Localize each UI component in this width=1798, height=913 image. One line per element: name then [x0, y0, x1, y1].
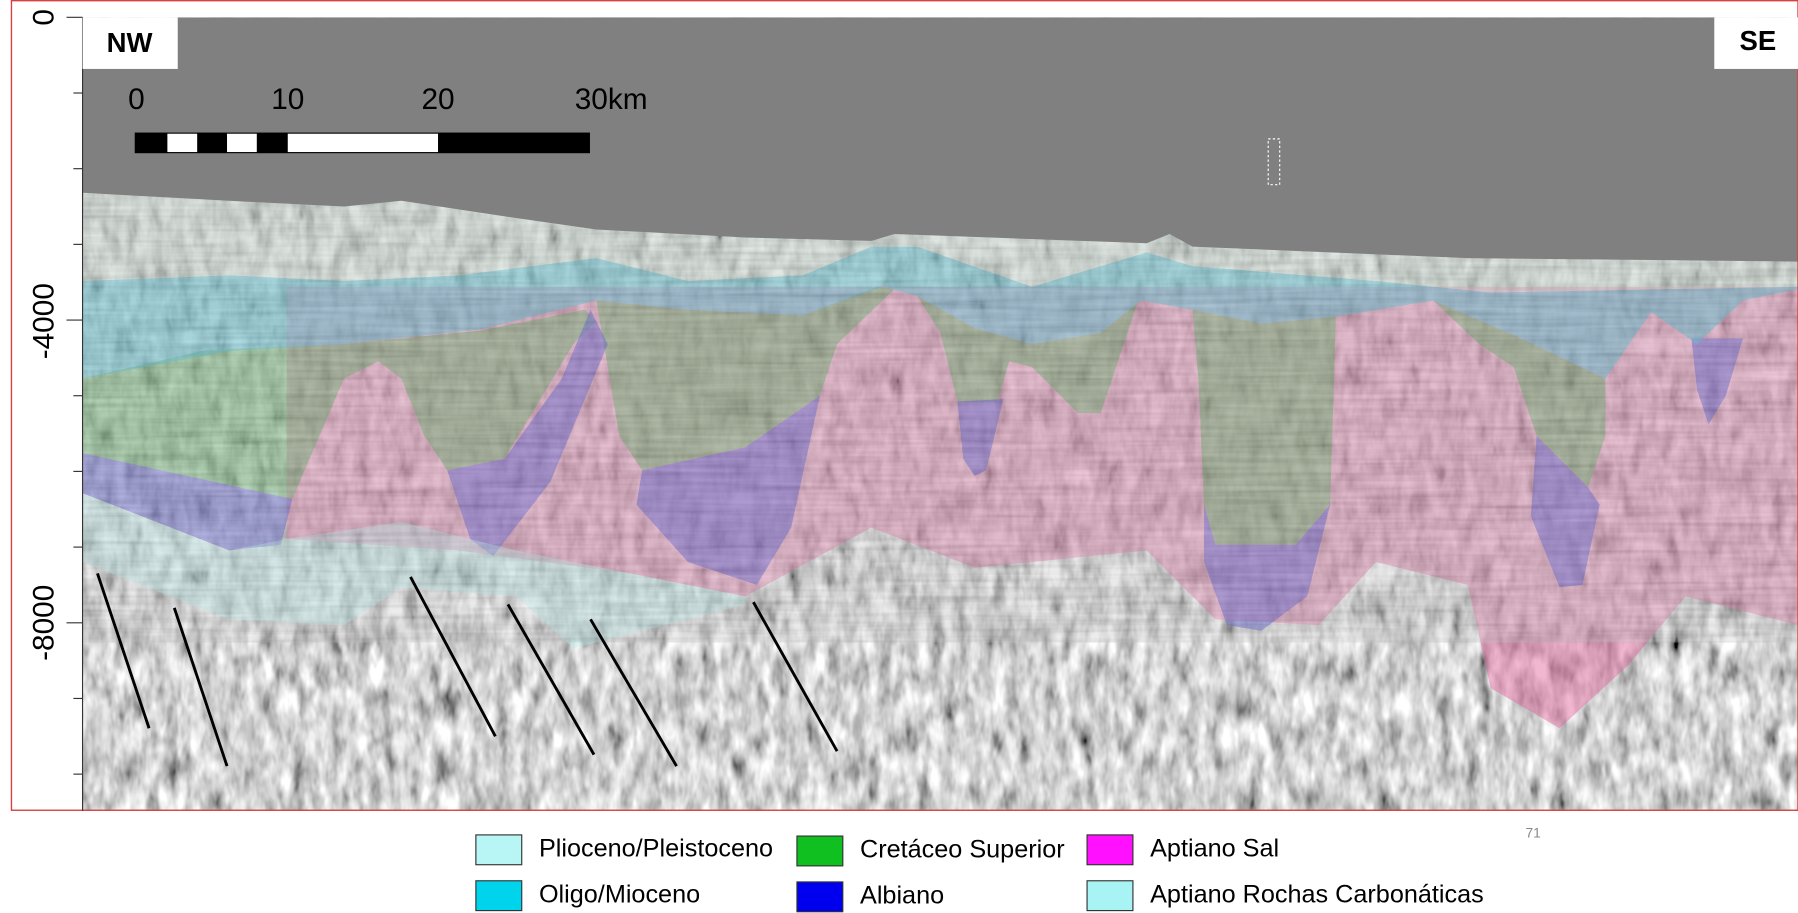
- nw-label: NW: [107, 27, 153, 58]
- legend-swatch: [1087, 835, 1133, 865]
- scale-bar: [135, 133, 589, 152]
- legend-label: Oligo/Mioceno: [539, 880, 700, 908]
- legend-label: Aptiano Sal: [1150, 834, 1279, 862]
- page-number: 71: [1525, 825, 1540, 840]
- seismic-figure: 0 -4000 -8000 NW SE 0 10 20 30km 71 Plio…: [0, 0, 1798, 913]
- scale-segment: [135, 133, 167, 152]
- depth-tick-label: -8000: [28, 585, 61, 661]
- legend-swatch: [476, 881, 522, 911]
- scale-segment: [227, 133, 257, 152]
- legend-label: Albiano: [860, 881, 944, 909]
- legend-swatch: [797, 836, 843, 866]
- scale-segment: [197, 133, 227, 152]
- scale-label: 30km: [575, 83, 648, 116]
- scale-label: 10: [271, 83, 304, 116]
- depth-tick-label: 0: [28, 9, 61, 26]
- legend-label: Aptiano Rochas Carbonáticas: [1150, 880, 1484, 908]
- se-label: SE: [1740, 25, 1777, 56]
- legend-swatch: [476, 835, 522, 865]
- depth-tick-label: -4000: [28, 283, 61, 359]
- scale-label: 20: [421, 83, 454, 116]
- page: Seismic section html, body { margin: 0; …: [0, 0, 1798, 913]
- legend-label: Plioceno/Pleistoceno: [539, 834, 773, 862]
- scale-segment: [167, 133, 197, 152]
- scale-segment: [288, 133, 438, 152]
- page-body: {"header": {"left": "NW", "right": "SE"}…: [0, 0, 1798, 913]
- scale-label: 0: [128, 83, 145, 116]
- scale-segment: [438, 133, 589, 152]
- legend-label: Cretáceo Superior: [860, 836, 1065, 864]
- scale-segment: [257, 133, 288, 152]
- legend-swatch: [797, 882, 843, 912]
- legend-swatch: [1087, 881, 1133, 911]
